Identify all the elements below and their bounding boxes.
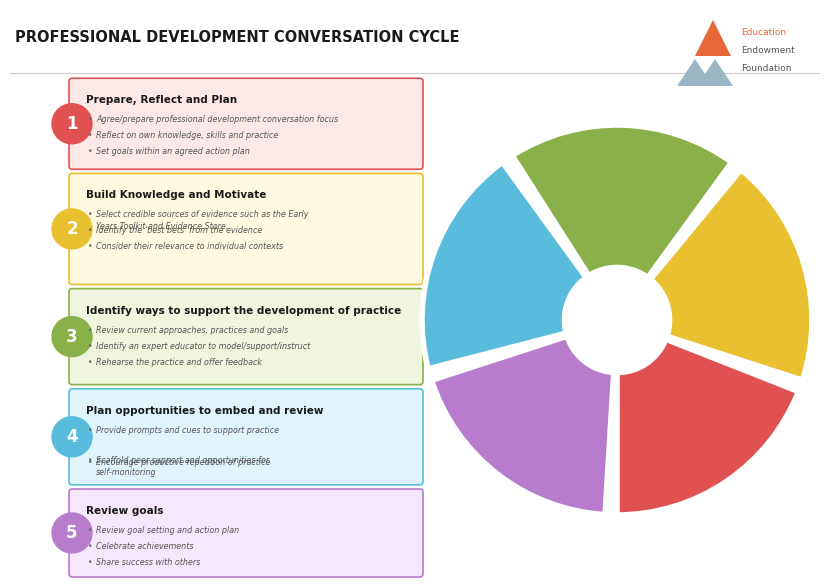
Text: •: • — [88, 558, 93, 567]
FancyBboxPatch shape — [69, 489, 422, 577]
Text: •: • — [88, 147, 93, 156]
Text: •: • — [88, 115, 93, 124]
Text: Review goals: Review goals — [86, 506, 163, 516]
Text: •: • — [88, 526, 93, 535]
FancyBboxPatch shape — [69, 289, 422, 384]
Text: 2: 2 — [66, 220, 78, 238]
Text: Scaffold peer support and opportunities for: Scaffold peer support and opportunities … — [96, 456, 269, 465]
FancyBboxPatch shape — [69, 389, 422, 485]
Text: •: • — [88, 210, 93, 219]
Wedge shape — [616, 169, 811, 380]
Text: •: • — [88, 456, 93, 465]
Text: 3: 3 — [66, 328, 78, 346]
Text: Identify the ‘best bets’ from the evidence: Identify the ‘best bets’ from the eviden… — [96, 226, 262, 236]
Wedge shape — [616, 320, 797, 515]
Circle shape — [561, 265, 671, 374]
Circle shape — [52, 417, 92, 457]
Text: Plan opportunities to embed and review: Plan opportunities to embed and review — [86, 406, 323, 416]
FancyBboxPatch shape — [69, 173, 422, 284]
Text: Set goals within an agreed action plan: Set goals within an agreed action plan — [96, 147, 249, 156]
Text: Reflect on own knowledge, skills and practice: Reflect on own knowledge, skills and pra… — [96, 131, 278, 140]
Circle shape — [52, 316, 92, 357]
Text: •: • — [88, 342, 93, 350]
Text: •: • — [88, 131, 93, 140]
Wedge shape — [431, 320, 616, 515]
Polygon shape — [694, 20, 730, 56]
Text: Build Knowledge and Motivate: Build Knowledge and Motivate — [86, 190, 266, 200]
Text: 1: 1 — [66, 115, 78, 133]
Text: •: • — [88, 426, 93, 435]
Polygon shape — [676, 59, 712, 86]
Text: Consider their relevance to individual contexts: Consider their relevance to individual c… — [96, 243, 283, 251]
Text: •: • — [88, 458, 93, 467]
Polygon shape — [696, 59, 732, 86]
Text: PROFESSIONAL DEVELOPMENT CONVERSATION CYCLE: PROFESSIONAL DEVELOPMENT CONVERSATION CY… — [15, 30, 459, 46]
Text: 5: 5 — [66, 524, 78, 542]
Text: Rehearse the practice and offer feedback: Rehearse the practice and offer feedback — [96, 357, 262, 367]
Text: Review goal setting and action plan: Review goal setting and action plan — [96, 526, 239, 535]
Text: •: • — [88, 226, 93, 236]
Text: •: • — [88, 243, 93, 251]
Text: Prepare, Reflect and Plan: Prepare, Reflect and Plan — [86, 96, 237, 105]
Text: •: • — [88, 357, 93, 367]
Text: Education: Education — [740, 28, 785, 37]
Text: Endowment: Endowment — [740, 46, 794, 55]
Circle shape — [52, 513, 92, 553]
Wedge shape — [512, 125, 731, 320]
Text: Encourage productive repetition of practice: Encourage productive repetition of pract… — [96, 458, 270, 467]
Text: •: • — [88, 326, 93, 335]
Text: Celebrate achievements: Celebrate achievements — [96, 542, 193, 551]
Text: Identify ways to support the development of practice: Identify ways to support the development… — [86, 306, 401, 316]
Text: Years Toolkit and Evidence Store.: Years Toolkit and Evidence Store. — [96, 222, 228, 231]
Circle shape — [52, 104, 92, 144]
Text: Review current approaches, practices and goals: Review current approaches, practices and… — [96, 326, 288, 335]
Text: 4: 4 — [66, 428, 78, 446]
Text: Foundation: Foundation — [740, 64, 791, 73]
Circle shape — [52, 209, 92, 249]
Text: Provide prompts and cues to support practice: Provide prompts and cues to support prac… — [96, 426, 279, 435]
Wedge shape — [421, 162, 616, 369]
Text: self-monitoring: self-monitoring — [96, 468, 156, 477]
Text: Identify an expert educator to model/support/instruct: Identify an expert educator to model/sup… — [96, 342, 310, 350]
Text: Agree/prepare professional development conversation focus: Agree/prepare professional development c… — [96, 115, 338, 124]
FancyBboxPatch shape — [69, 79, 422, 169]
Text: Select credible sources of evidence such as the Early: Select credible sources of evidence such… — [96, 210, 308, 219]
Text: Share success with others: Share success with others — [96, 558, 200, 567]
Text: •: • — [88, 542, 93, 551]
